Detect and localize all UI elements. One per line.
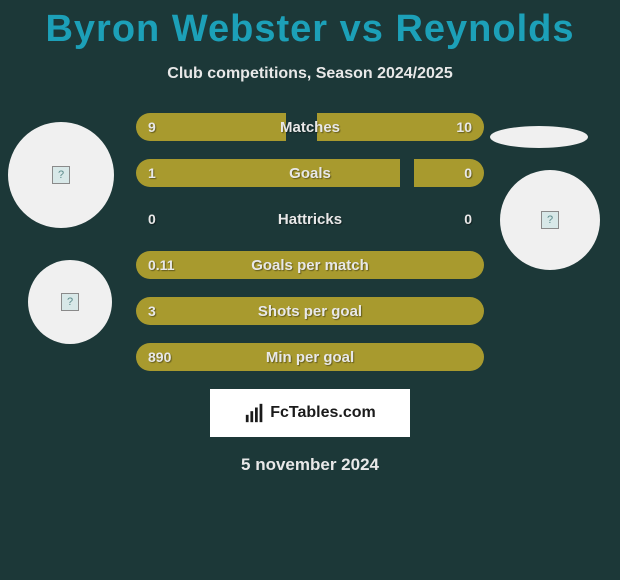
stat-value-left: 890	[148, 343, 171, 371]
stat-value-left: 1	[148, 159, 156, 187]
stat-row: Hattricks0 0	[136, 205, 484, 233]
stat-label: Min per goal	[136, 343, 484, 371]
logo-text: FcTables.com	[270, 404, 376, 422]
stat-value-left: 9	[148, 113, 156, 141]
stat-row: Matches9 10	[136, 113, 484, 141]
stat-value-right: 0	[464, 205, 472, 233]
comparison-date: 5 november 2024	[0, 455, 620, 475]
stat-row: Min per goal890	[136, 343, 484, 371]
stat-row: Goals per match0.11	[136, 251, 484, 279]
stat-row: Shots per goal3	[136, 297, 484, 325]
fctables-logo: FcTables.com	[210, 389, 410, 437]
placeholder-icon: ?	[61, 293, 79, 311]
player-avatar: ?	[500, 170, 600, 270]
stat-value-left: 3	[148, 297, 156, 325]
decorative-ellipse	[490, 126, 588, 148]
stat-value-left: 0	[148, 205, 156, 233]
stat-value-right: 0	[464, 159, 472, 187]
stat-row: Goals1 0	[136, 159, 484, 187]
comparison-chart: Matches910Goals10Hattricks00Goals per ma…	[136, 113, 484, 371]
stat-value-left: 0.11	[148, 251, 174, 279]
player-avatar: ?	[28, 260, 112, 344]
bars-icon	[244, 402, 266, 424]
stat-label: Matches	[136, 113, 484, 141]
stat-label: Goals per match	[136, 251, 484, 279]
stat-value-right: 10	[456, 113, 472, 141]
stat-label: Hattricks	[136, 205, 484, 233]
comparison-subtitle: Club competitions, Season 2024/2025	[0, 65, 620, 83]
stat-label: Goals	[136, 159, 484, 187]
placeholder-icon: ?	[541, 211, 559, 229]
comparison-title: Byron Webster vs Reynolds	[0, 0, 620, 51]
stat-label: Shots per goal	[136, 297, 484, 325]
player-avatar: ?	[8, 122, 114, 228]
placeholder-icon: ?	[52, 166, 70, 184]
